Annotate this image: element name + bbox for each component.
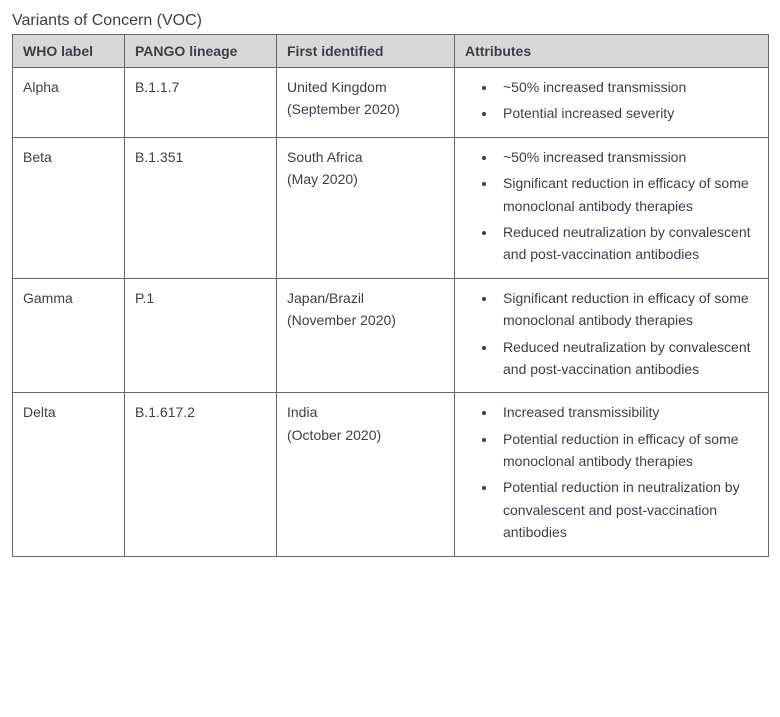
header-attributes: Attributes [455, 35, 769, 68]
first-identified-date: (November 2020) [287, 309, 444, 331]
table-row: AlphaB.1.1.7United Kingdom(September 202… [13, 68, 769, 138]
attributes-list: ~50% increased transmission Significant r… [465, 146, 758, 266]
cell-who-label: Beta [13, 137, 125, 278]
header-who-label: WHO label [13, 35, 125, 68]
first-identified-country: South Africa [287, 146, 444, 168]
cell-who-label: Delta [13, 393, 125, 556]
cell-attributes: ~50% increased transmission Significant r… [455, 137, 769, 278]
cell-pango-lineage: B.1.351 [125, 137, 277, 278]
attribute-item: ~50% increased transmission [497, 76, 758, 98]
cell-who-label: Alpha [13, 68, 125, 138]
cell-attributes: Significant reduction in efficacy of som… [455, 278, 769, 393]
first-identified-country: Japan/Brazil [287, 287, 444, 309]
attribute-item: Significant reduction in efficacy of som… [497, 287, 758, 332]
header-row: WHO label PANGO lineage First identified… [13, 35, 769, 68]
cell-first-identified: United Kingdom(September 2020) [277, 68, 455, 138]
cell-first-identified: India(October 2020) [277, 393, 455, 556]
attribute-item: Potential reduction in neutralization by… [497, 476, 758, 543]
table-title: Variants of Concern (VOC) [12, 12, 768, 30]
attributes-list: Significant reduction in efficacy of som… [465, 287, 758, 381]
header-pango-lineage: PANGO lineage [125, 35, 277, 68]
table-row: BetaB.1.351South Africa(May 2020)~50% in… [13, 137, 769, 278]
header-first-identified: First identified [277, 35, 455, 68]
voc-table: WHO label PANGO lineage First identified… [12, 34, 769, 557]
attributes-list: Increased transmissibility Potential redu… [465, 401, 758, 543]
table-body: AlphaB.1.1.7United Kingdom(September 202… [13, 68, 769, 557]
cell-first-identified: South Africa(May 2020) [277, 137, 455, 278]
cell-pango-lineage: P.1 [125, 278, 277, 393]
attributes-list: ~50% increased transmission Potential inc… [465, 76, 758, 125]
table-row: GammaP.1Japan/Brazil(November 2020)Signi… [13, 278, 769, 393]
attribute-item: ~50% increased transmission [497, 146, 758, 168]
attribute-item: Reduced neutralization by convalescent a… [497, 336, 758, 381]
first-identified-date: (October 2020) [287, 424, 444, 446]
attribute-item: Significant reduction in efficacy of som… [497, 172, 758, 217]
cell-attributes: Increased transmissibility Potential redu… [455, 393, 769, 556]
cell-pango-lineage: B.1.1.7 [125, 68, 277, 138]
attribute-item: Potential increased severity [497, 102, 758, 124]
cell-first-identified: Japan/Brazil(November 2020) [277, 278, 455, 393]
cell-who-label: Gamma [13, 278, 125, 393]
cell-attributes: ~50% increased transmission Potential inc… [455, 68, 769, 138]
attribute-item: Increased transmissibility [497, 401, 758, 423]
table-head: WHO label PANGO lineage First identified… [13, 35, 769, 68]
attribute-item: Potential reduction in efficacy of some … [497, 428, 758, 473]
table-row: DeltaB.1.617.2India(October 2020)Increas… [13, 393, 769, 556]
first-identified-date: (September 2020) [287, 98, 444, 120]
cell-pango-lineage: B.1.617.2 [125, 393, 277, 556]
first-identified-date: (May 2020) [287, 168, 444, 190]
first-identified-country: United Kingdom [287, 76, 444, 98]
attribute-item: Reduced neutralization by convalescent a… [497, 221, 758, 266]
first-identified-country: India [287, 401, 444, 423]
